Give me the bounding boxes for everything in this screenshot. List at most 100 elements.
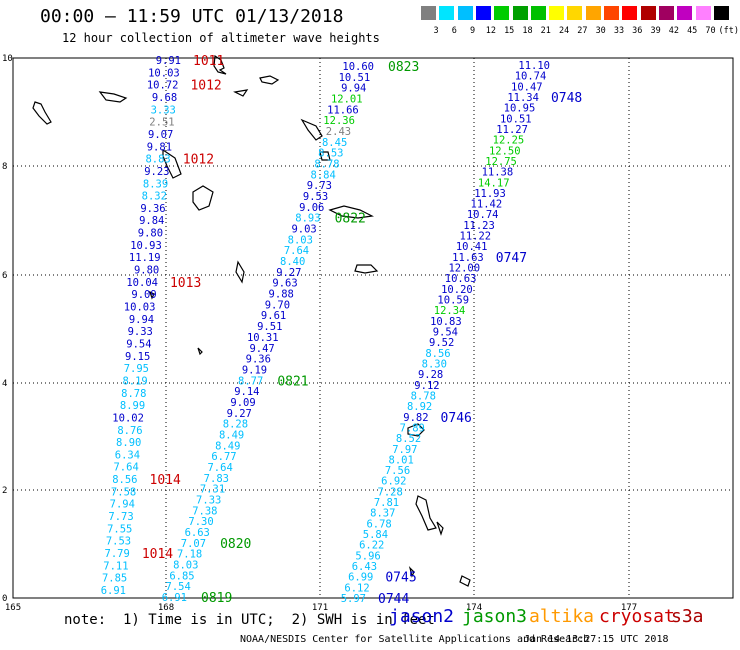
wave-height-value: 11.22 [460,231,492,243]
color-swatch [677,6,693,20]
wave-height-value: 7.54 [166,581,191,593]
wave-height-value: 9.53 [303,191,328,203]
wave-height-value: 9.54 [433,327,458,339]
wave-height-value: 9.94 [129,314,154,326]
color-scale-label: 18 [522,26,533,36]
wave-height-value: 10.60 [342,61,374,73]
color-scale-label: 36 [632,26,643,36]
x-tick-label: 174 [466,603,482,613]
wave-height-value: 6.63 [185,527,210,539]
island-outline [319,151,331,161]
wave-height-value: 9.52 [429,337,454,349]
wave-height-value: 6.99 [348,572,373,584]
wave-height-value: 9.73 [307,180,332,192]
wave-height-value: 7.97 [392,444,417,456]
wave-height-value: 9.54 [126,338,151,350]
wave-height-value: 9.14 [234,386,259,398]
grid-lines [13,58,733,598]
pass-time-label: 0822 [335,212,366,227]
wave-height-value: 10.47 [511,81,543,93]
wave-height-value: 8.52 [396,433,421,445]
color-swatch [494,6,510,20]
wave-height-value: 8.92 [407,401,432,413]
wave-height-value: 8.78 [121,388,146,400]
wave-height-value: 8.01 [389,454,414,466]
wave-height-value: 11.27 [496,124,528,136]
wave-height-value: 10.63 [445,273,477,285]
wave-height-value: 7.94 [110,499,135,511]
island-outline [233,89,249,97]
wave-height-value: 8.03 [173,559,198,571]
wave-height-value: 9.19 [242,364,267,376]
color-scale-label: 42 [668,26,680,36]
wave-height-value: 8.90 [116,437,141,449]
x-tick-label: 171 [312,603,328,613]
color-scale-label: 27 [577,26,588,36]
wave-height-value: 7.73 [108,511,133,523]
wave-height-value: 7.64 [113,462,138,474]
wave-height-value: 10.03 [148,67,180,79]
wave-height-value: 14.17 [478,177,510,189]
wave-height-value: 7.85 [102,573,127,585]
wave-height-value: 9.36 [140,203,165,215]
wave-height-value: 8.40 [280,256,305,268]
x-tick-label: 177 [621,603,637,613]
wave-height-value: 8.78 [314,159,339,171]
wave-height-value: 7.28 [378,486,403,498]
wave-height-value: 7.58 [111,486,136,498]
color-scale-label: 3 [433,26,439,36]
island-outline [213,54,227,75]
x-tick-label: 165 [5,603,21,613]
wave-height-value: 7.83 [204,473,229,485]
note-text: note: 1) Time is in UTC; 2) SWH is in fe… [64,612,435,628]
wave-height-value: 9.27 [227,408,252,420]
wave-height-value: 10.31 [247,332,279,344]
color-swatch [439,6,455,20]
wave-height-value: 7.30 [188,516,213,528]
island-outline [328,205,374,219]
wave-height-value: 6.85 [169,570,194,582]
color-scale-label: 12 [485,26,497,36]
satellite-legend-jason3: jason3 [462,606,528,627]
wave-height-value: 11.19 [129,252,161,264]
wave-height-value: 5.84 [363,529,388,541]
wave-height-value: 7.18 [177,549,202,561]
wave-height-value: 9.88 [269,289,294,301]
pass-time-label: 1012 [190,79,221,94]
wave-height-value: 12.36 [323,115,355,127]
wave-height-value: 7.89 [400,422,425,434]
wave-height-value: 10.20 [441,284,473,296]
wave-height-value: 9.33 [128,326,153,338]
satellite-legend-altika: altika [529,606,595,627]
wave-height-value: 10.93 [130,240,162,252]
wave-height-value: 9.51 [257,321,282,333]
wave-height-value: 8.37 [370,508,395,520]
wave-height-value: 9.63 [272,278,297,290]
pass-time-label: 1012 [183,153,214,168]
wave-height-value: 9.91 [156,55,181,67]
wave-height-value: 10.72 [147,80,179,92]
color-scale-label: 39 [650,26,661,36]
wave-height-value: 9.68 [152,92,177,104]
wave-height-value: 7.31 [200,484,225,496]
color-swatch [713,6,729,20]
wave-height-value: 6.43 [352,561,377,573]
pass-time-label: 0748 [551,91,582,106]
wave-height-value: 8.77 [238,375,263,387]
wave-height-value: 9.15 [125,351,150,363]
wave-height-value: 11.66 [327,104,359,116]
wave-height-value: 8.53 [318,148,343,160]
color-scale-label: 24 [558,26,570,36]
wave-height-value: 8.03 [288,234,313,246]
wave-height-value: 6.34 [115,449,140,461]
wave-height-value: 8.83 [145,154,170,166]
color-swatch [530,6,546,20]
y-tick-label: 8 [2,162,7,172]
wave-height-value: 6.91 [162,592,187,604]
wave-height-value: 10.51 [500,113,532,125]
wave-height-value: 11.34 [507,92,539,104]
wave-height-value: 7.38 [192,505,217,517]
wave-height-value: 6.12 [344,582,369,594]
